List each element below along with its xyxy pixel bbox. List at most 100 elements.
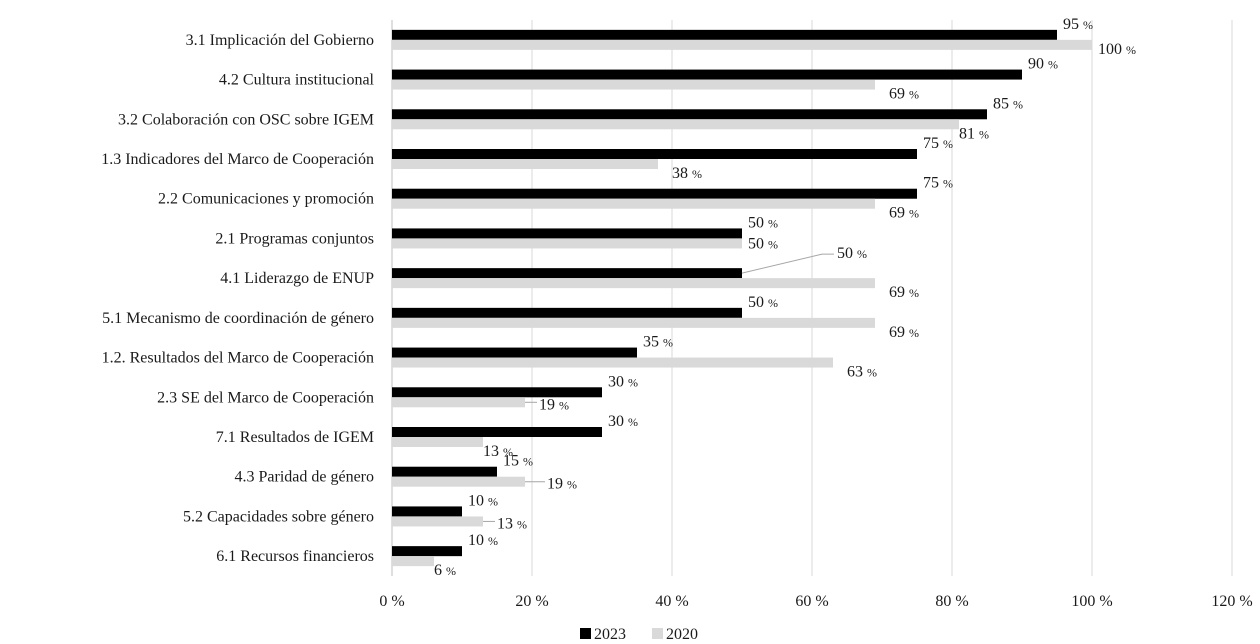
data-label-2020: 81 % [959, 125, 989, 142]
data-label-2023: 50 % [748, 214, 778, 231]
category-label: 4.2 Cultura institucional [219, 72, 375, 89]
value: 50 [748, 214, 768, 231]
data-label-2020: 100 % [1098, 41, 1136, 58]
data-label-2023: 50 % [748, 294, 778, 311]
value: 50 [748, 235, 768, 252]
bar-2023 [392, 546, 462, 557]
bar-2023 [392, 466, 497, 477]
value: 81 [959, 125, 979, 142]
data-label-2023: 50 % [837, 245, 867, 262]
bar-2020 [392, 278, 875, 289]
unit: % [979, 127, 989, 141]
value: 10 [468, 492, 488, 509]
bar-2023 [392, 347, 637, 358]
x-tick-label: 120 % [1211, 593, 1252, 610]
category-labels: 3.1 Implicación del Gobierno 4.2 Cultura … [101, 32, 374, 565]
data-label-2020: 13 % [483, 443, 513, 460]
category-label: 3.2 Colaboración con OSC sobre IGEM [118, 111, 374, 128]
value: 30 [608, 373, 628, 390]
bar-2020 [392, 159, 658, 169]
x-tick-label: 80 % [935, 593, 968, 610]
unit: % [663, 336, 673, 350]
category-label: 7.1 Resultados de IGEM [216, 429, 374, 446]
unit: % [446, 564, 456, 578]
data-label-2023: 75 % [923, 175, 953, 192]
unit: % [909, 207, 919, 221]
x-tick-label: 40 % [655, 593, 688, 610]
legend: 2023 2020 [580, 626, 698, 643]
leader-lines [483, 253, 834, 522]
value: 6 [434, 562, 446, 579]
bar-2020 [392, 357, 833, 368]
x-axis-ticks: 0 % 20 % 40 % 60 % 80 % 100 % 120 % [379, 593, 1252, 610]
x-tick-label: 100 % [1071, 593, 1112, 610]
data-label-2023: 30 % [608, 413, 638, 430]
unit: % [628, 415, 638, 429]
legend-label: 2020 [666, 626, 698, 643]
bar-2020 [392, 437, 483, 447]
legend-swatch-2023 [580, 628, 591, 639]
unit: % [909, 286, 919, 300]
category-label: 5.2 Capacidades sobre género [183, 508, 374, 525]
data-label-2020: 69 % [889, 86, 919, 103]
data-label-2020: 6 % [434, 562, 456, 579]
value: 75 [923, 135, 943, 152]
unit: % [768, 237, 778, 251]
value: 69 [889, 284, 909, 301]
unit: % [488, 494, 498, 508]
unit: % [1126, 43, 1136, 57]
value: 10 [468, 532, 488, 549]
value: 69 [889, 86, 909, 103]
unit: % [867, 366, 877, 380]
data-label-2023: 85 % [993, 95, 1023, 112]
unit: % [857, 247, 867, 261]
legend-swatch-2020 [652, 628, 663, 639]
x-tick-label: 0 % [379, 593, 404, 610]
value: 95 [1063, 16, 1083, 33]
value: 35 [643, 334, 663, 351]
bar-2020 [392, 238, 742, 249]
data-label-2023: 90 % [1028, 56, 1058, 73]
data-label-2020: 63 % [847, 364, 877, 381]
unit: % [559, 398, 569, 412]
value: 69 [889, 324, 909, 341]
value: 15 [503, 453, 523, 470]
bar-2020 [392, 556, 434, 567]
data-label-2020: 19 % [547, 476, 577, 493]
unit: % [628, 375, 638, 389]
unit: % [909, 326, 919, 340]
legend-label: 2023 [594, 626, 626, 643]
bar-2023 [392, 228, 742, 239]
bar-2023 [392, 69, 1022, 80]
bar-2020 [392, 39, 1092, 50]
bar-2020 [392, 198, 875, 209]
unit: % [517, 517, 527, 531]
category-label: 1.3 Indicadores del Marco de Cooperación [101, 151, 374, 168]
unit: % [1048, 58, 1058, 72]
value: 50 [748, 294, 768, 311]
data-labels: 95 %100 %90 %69 %85 %81 %75 %38 %75 %69 … [434, 16, 1136, 579]
value: 75 [923, 175, 943, 192]
bar-2023 [392, 387, 602, 398]
bar-2020 [392, 476, 525, 487]
bar-2023 [392, 109, 987, 120]
category-label: 1.2. Resultados del Marco de Cooperación [102, 350, 374, 367]
gridlines [391, 20, 1233, 576]
unit: % [692, 167, 702, 181]
data-label-2020: 69 % [889, 205, 919, 222]
leader-line [741, 253, 834, 274]
bar-2023 [392, 427, 602, 437]
value: 38 [672, 165, 692, 182]
bar-2020 [392, 516, 483, 527]
unit: % [488, 534, 498, 548]
unit: % [909, 88, 919, 102]
unit: % [567, 478, 577, 492]
bar-2023 [392, 506, 462, 517]
unit: % [523, 455, 533, 469]
value: 63 [847, 364, 867, 381]
category-label: 2.2 Comunicaciones y promoción [158, 191, 374, 208]
bars [392, 29, 1092, 567]
bar-2023 [392, 268, 742, 279]
value: 30 [608, 413, 628, 430]
